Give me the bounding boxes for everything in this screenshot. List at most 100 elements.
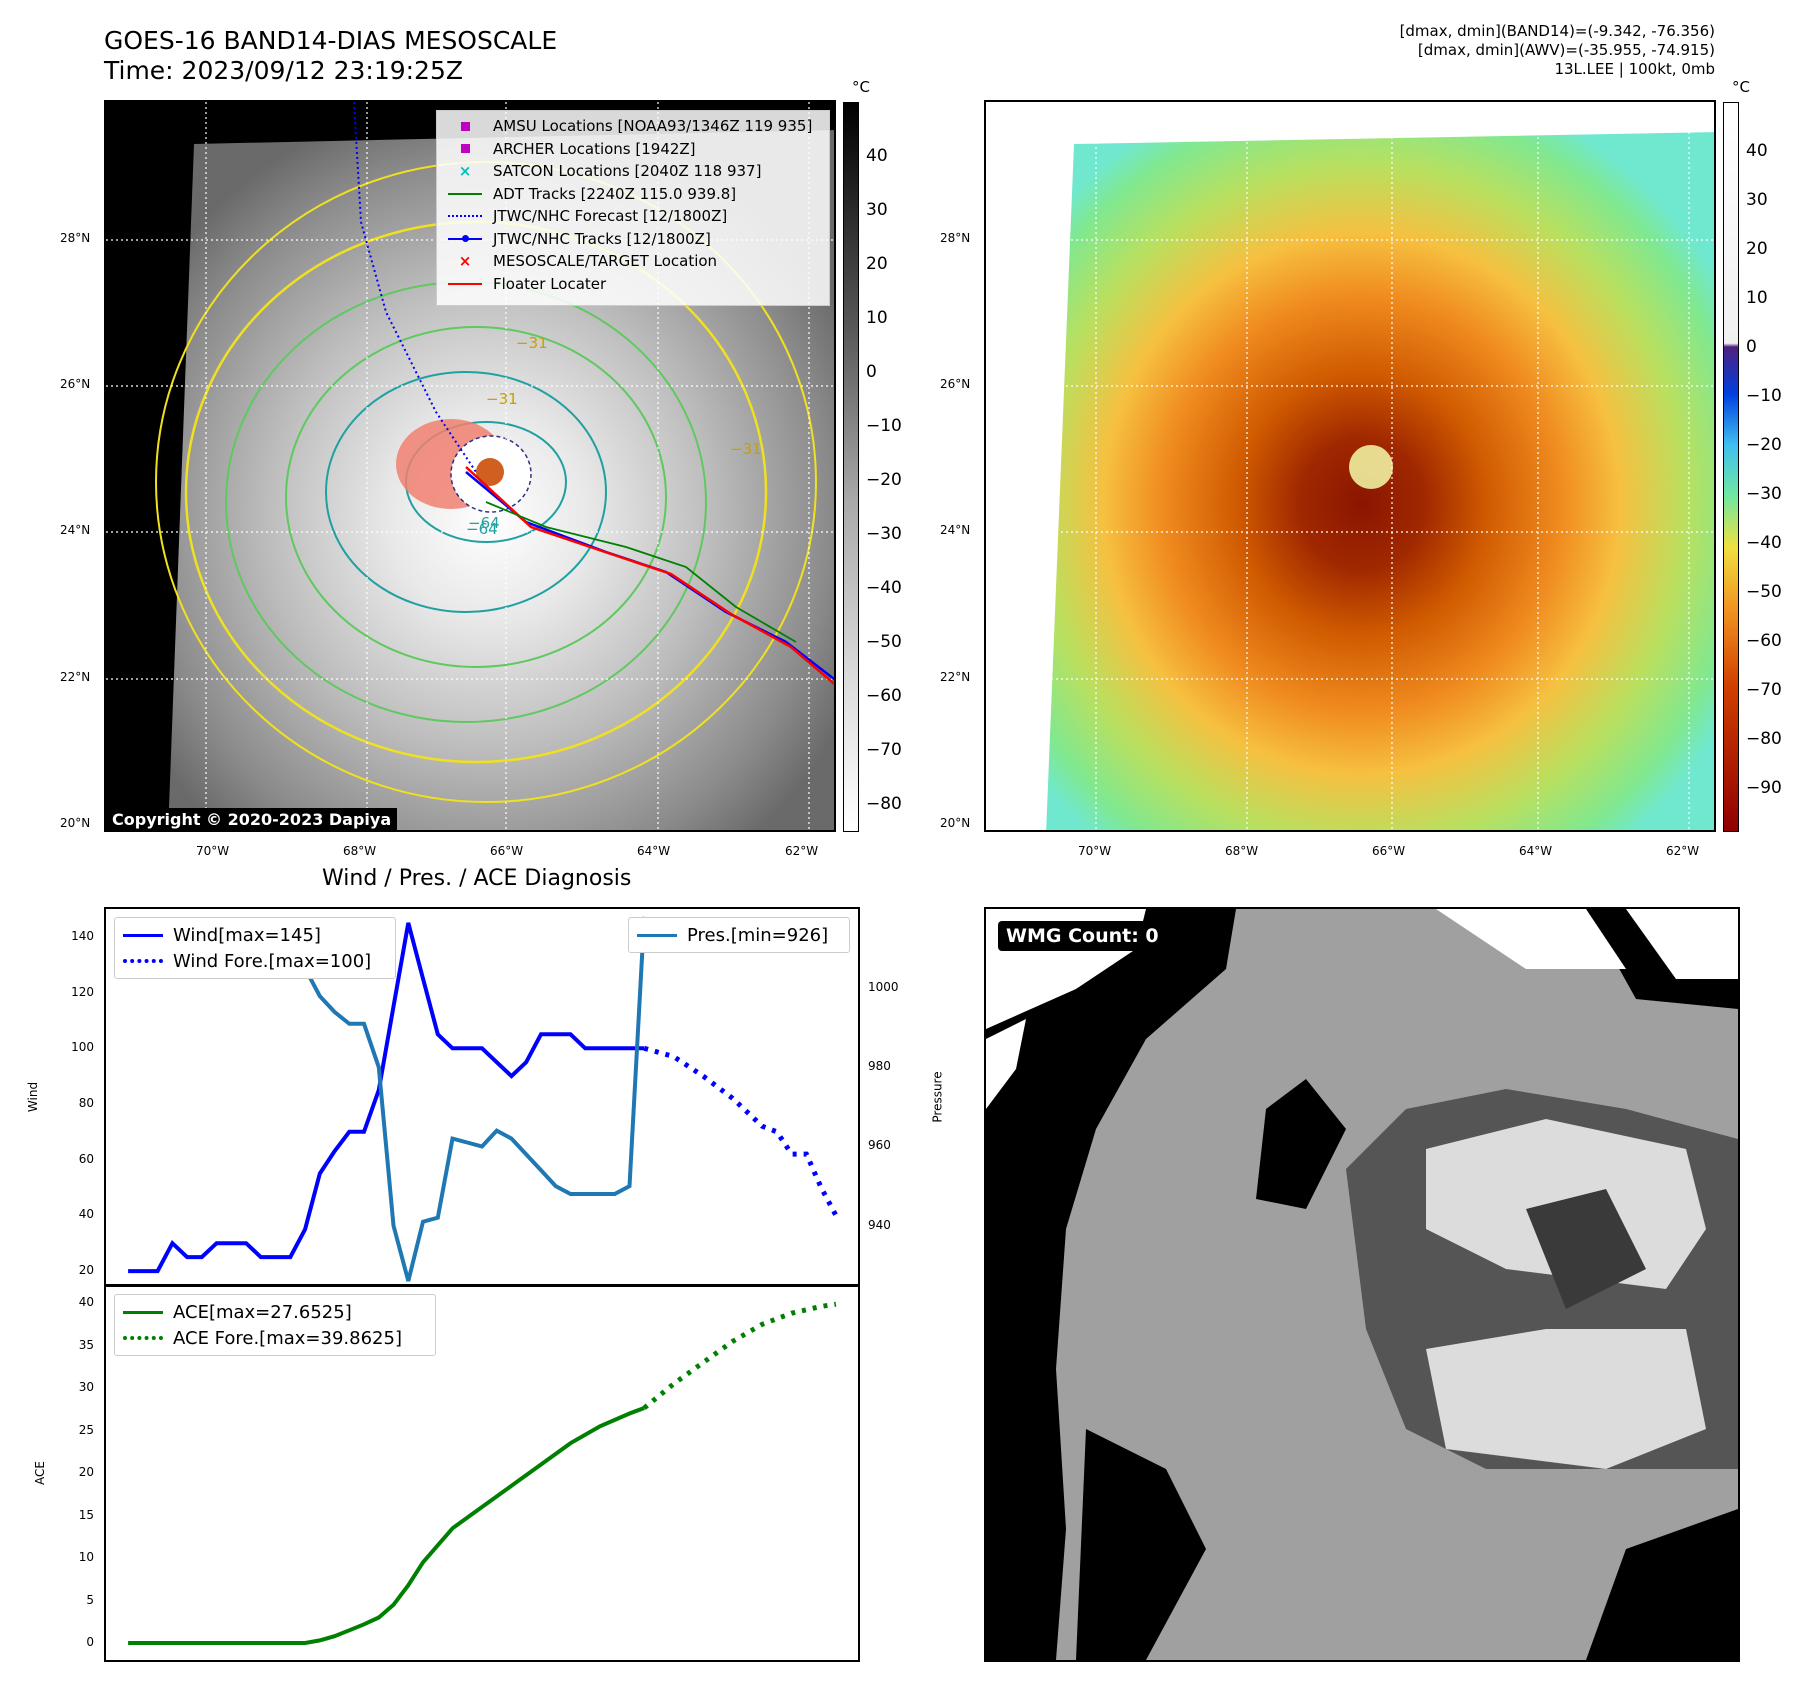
pressure-y-tick: 980 [868,1059,891,1074]
lat-label: 26°N [60,377,91,391]
ace-y-tick: 30 [78,1380,94,1394]
lat-label: 28°N [940,231,971,245]
lat-label: 24°N [940,523,971,537]
colorbar-tick: 40 [1746,141,1768,161]
colorbar-unit: °C [1732,78,1750,96]
lon-label: 62°W [785,844,819,858]
colorbar-tick: 0 [866,362,877,382]
colorbar-tick: −70 [866,740,902,760]
colorbar-tick: −10 [866,416,902,436]
ace-axis-label: ACE [32,1461,47,1485]
ace-y-tick: 20 [78,1465,94,1479]
colorbar-tick: −70 [1746,680,1782,700]
wind-y-tick: 140 [71,928,94,943]
colorbar-tick: 30 [1746,190,1768,210]
ace-y-tick: 15 [78,1507,94,1522]
ace-series-line-1 [642,1301,837,1410]
colorbar-tick: −60 [866,686,902,706]
colorbar-tick: −20 [1746,435,1782,455]
color-ir-colorbar [1723,102,1739,832]
legend-item: × MESOSCALE/TARGET Location [458,252,718,271]
wind-y-tick: 120 [71,984,94,999]
legend-item: AMSU Locations [NOAA93/1346Z 119 935] [445,115,821,138]
map-legend: AMSU Locations [NOAA93/1346Z 119 935] AR… [436,110,830,306]
wind-pressure-chart: Wind[max=145] Wind Fore.[max=100] Pres.[… [104,907,860,1287]
ace-y-tick: 25 [78,1422,94,1437]
wmg-count-badge: WMG Count: 0 [998,921,1167,951]
ir-colorbar [843,102,859,832]
colorbar-tick: −20 [866,470,902,490]
legend-item: Wind Fore.[max=100] [123,948,387,974]
colorbar-tick: −50 [866,632,902,652]
color-ir-map-image [986,102,1714,830]
lat-label: 26°N [940,377,971,391]
lon-label: 62°W [1666,844,1700,858]
pressure-axis-label: Pressure [930,1071,945,1123]
ace-y-tick: 5 [86,1592,94,1607]
legend-item: JTWC/NHC Tracks [12/1800Z] [445,228,821,251]
ace-y-tick: 40 [78,1295,94,1309]
colorbar-tick: −60 [1746,631,1782,651]
legend-item: Pres.[min=926] [637,922,841,948]
colorbar-tick: −30 [866,524,902,544]
colorbar-tick: 40 [866,146,888,166]
colorbar-tick: −50 [1746,582,1782,602]
pressure-y-tick: 940 [868,1217,891,1232]
wind-y-tick: 40 [78,1207,94,1222]
colorbar-tick: 30 [866,200,888,220]
pressure-legend: Pres.[min=926] [628,917,850,953]
colorbar-tick: −40 [1746,533,1782,553]
ace-y-tick: 0 [86,1635,94,1649]
wind-series-line-1 [643,1045,839,1217]
legend-item: Floater Locater [445,273,821,296]
colorbar-tick: −80 [1746,729,1782,749]
legend-item: ACE Fore.[max=39.8625] [123,1325,427,1351]
colorbar-tick: −80 [866,794,902,814]
colorbar-tick: −40 [866,578,902,598]
copyright-label: Copyright © 2020-2023 Dapiya [106,808,398,830]
legend-item: Wind[max=145] [123,922,387,948]
contour-label: −31 [516,334,548,352]
lon-label: 68°W [343,844,377,858]
diagnosis-title: Wind / Pres. / ACE Diagnosis [322,866,632,891]
colorbar-tick: 10 [866,308,888,328]
lon-label: 70°W [1078,844,1112,858]
colorbar-unit: °C [852,78,870,96]
colorbar-tick: 10 [1746,288,1768,308]
legend-item: ARCHER Locations [1942Z] [445,138,821,161]
ace-y-tick: 10 [78,1550,94,1564]
figure-title: GOES-16 BAND14-DIAS MESOSCALE Time: 2023… [104,26,558,85]
legend-item: JTWC/NHC Forecast [12/1800Z] [445,205,821,228]
legend-item: ADT Tracks [2240Z 115.0 939.8] [445,183,821,206]
figure-stats: [dmax, dmin](BAND14)=(-9.342, -76.356) [… [1399,22,1715,78]
lat-label: 24°N [60,523,91,537]
wmg-panel: WMG Count: 0 [984,907,1740,1662]
contour-label: −31 [730,440,762,458]
lon-label: 70°W [196,844,230,858]
wind-axis-label: Wind [26,1081,41,1113]
lon-label: 66°W [1372,844,1406,858]
ace-plot [128,1301,837,1645]
ace-series-line-0 [128,1406,645,1645]
legend-item: × SATCON Locations [2040Z 118 937] [458,162,762,181]
wind-legend: Wind[max=145] Wind Fore.[max=100] [114,917,396,979]
ace-chart: ACE[max=27.6525] ACE Fore.[max=39.8625] [104,1284,860,1662]
ace-y-tick: 35 [78,1337,94,1352]
lat-label: 20°N [940,816,971,830]
lat-label: 22°N [60,670,91,684]
legend-item: ACE[max=27.6525] [123,1299,427,1325]
contour-label: −64 [468,514,500,532]
lat-label: 22°N [940,670,971,684]
wind-y-tick: 80 [78,1095,94,1110]
wind-y-tick: 20 [78,1263,94,1278]
colorbar-tick: 0 [1746,337,1757,357]
lon-label: 64°W [1519,844,1553,858]
ir-map-panel: −31 −31 −31 −64 −64 AMSU Locations [NOAA… [104,100,836,832]
wind-series-line-0 [128,922,645,1274]
colorbar-tick: −90 [1746,778,1782,798]
colorbar-tick: 20 [866,254,888,274]
contour-label: −31 [486,390,518,408]
colorbar-tick: −30 [1746,484,1782,504]
lon-label: 68°W [1225,844,1259,858]
wmg-image [986,909,1738,1660]
